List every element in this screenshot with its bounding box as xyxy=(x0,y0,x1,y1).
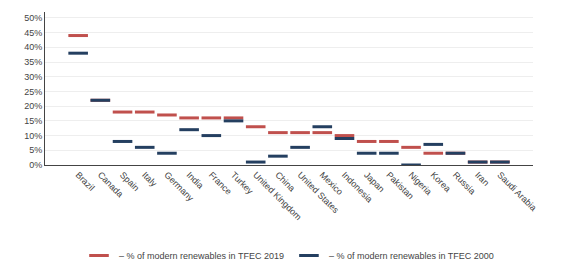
svg-text:Brazil: Brazil xyxy=(74,170,97,193)
svg-text:– % of modern renewables in TF: – % of modern renewables in TFEC 2019 xyxy=(119,251,284,261)
svg-text:50%: 50% xyxy=(24,13,42,23)
svg-text:Indonesia: Indonesia xyxy=(340,170,375,205)
svg-text:Saudi Arabia: Saudi Arabia xyxy=(495,170,538,213)
svg-text:20%: 20% xyxy=(24,101,42,111)
svg-text:China: China xyxy=(273,170,297,194)
svg-text:Japan: Japan xyxy=(362,170,386,194)
svg-text:Pakistan: Pakistan xyxy=(384,170,415,201)
svg-text:25%: 25% xyxy=(24,87,42,97)
svg-text:United States: United States xyxy=(296,170,342,216)
svg-text:30%: 30% xyxy=(24,72,42,82)
svg-text:United Kingdom: United Kingdom xyxy=(251,170,303,222)
svg-text:10%: 10% xyxy=(24,131,42,141)
svg-text:0%: 0% xyxy=(29,160,42,170)
svg-text:Italy: Italy xyxy=(140,170,159,189)
svg-text:Mexico: Mexico xyxy=(318,170,345,197)
svg-text:45%: 45% xyxy=(24,28,42,38)
svg-text:15%: 15% xyxy=(24,116,42,126)
svg-text:– % of modern renewables in TF: – % of modern renewables in TFEC 2000 xyxy=(329,251,494,261)
svg-text:Canada: Canada xyxy=(96,170,125,199)
svg-text:40%: 40% xyxy=(24,42,42,52)
svg-text:France: France xyxy=(207,170,234,197)
svg-text:Russia: Russia xyxy=(451,170,478,197)
svg-text:India: India xyxy=(185,170,206,191)
svg-text:5%: 5% xyxy=(29,145,42,155)
svg-text:Germany: Germany xyxy=(162,170,196,204)
svg-text:Korea: Korea xyxy=(429,170,453,194)
svg-text:Spain: Spain xyxy=(118,170,141,193)
svg-text:Nigeria: Nigeria xyxy=(406,170,433,197)
svg-text:35%: 35% xyxy=(24,57,42,67)
svg-text:Iran: Iran xyxy=(473,170,491,188)
svg-text:Turkey: Turkey xyxy=(229,170,256,197)
